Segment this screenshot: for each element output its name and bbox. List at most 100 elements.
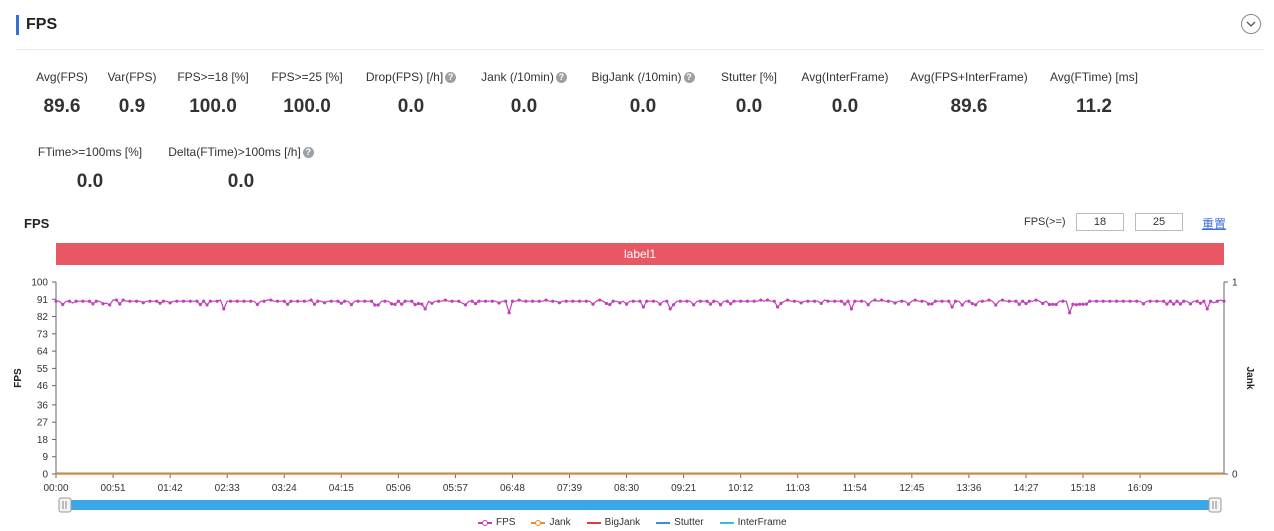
fps-point: [443, 298, 447, 302]
legend-swatch: [656, 521, 671, 524]
zoom-handle-left[interactable]: [58, 497, 72, 513]
metric-value: 89.6: [950, 96, 988, 117]
metric-label-text: Avg(FTime) [ms]: [1049, 70, 1138, 84]
fps-point: [373, 303, 377, 307]
fps-point: [1175, 299, 1179, 303]
fps-point: [967, 299, 971, 303]
fps-point: [692, 303, 696, 307]
fps-point: [420, 302, 424, 306]
fps-point: [349, 303, 353, 307]
fps-point: [289, 299, 293, 303]
fps-point: [91, 302, 95, 306]
metric-label-text: Jank (/10min): [481, 70, 554, 84]
metric-label: Drop(FPS) [/h]?: [366, 70, 457, 84]
threshold-low-input[interactable]: [1076, 213, 1124, 231]
fps-point: [530, 299, 535, 303]
metric-label-text: Var(FPS): [107, 70, 157, 84]
legend-item[interactable]: FPS: [478, 517, 515, 528]
metric-label-text: Stutter [%]: [720, 70, 778, 84]
label-bar[interactable]: label1: [56, 243, 1224, 265]
fps-point: [718, 303, 723, 307]
fps-point: [853, 299, 857, 303]
fps-point: [507, 311, 511, 315]
fps-point: [285, 302, 290, 306]
fps-point: [927, 302, 931, 306]
metric-value: 0.0: [227, 171, 255, 192]
threshold-high-input[interactable]: [1135, 213, 1183, 231]
legend-swatch: [586, 521, 601, 524]
fps-point: [843, 302, 847, 306]
metric-label: Jank (/10min)?: [481, 70, 567, 84]
fps-point: [343, 299, 347, 303]
fps-point: [208, 299, 212, 303]
help-icon[interactable]: ?: [683, 71, 695, 83]
fps-point: [725, 299, 729, 303]
legend-item[interactable]: Stutter: [656, 517, 704, 528]
y2-axis-title: Jank: [1244, 367, 1255, 390]
reset-link[interactable]: 重置: [1202, 217, 1227, 231]
fps-point: [1188, 302, 1193, 306]
legend-item[interactable]: BigJank: [586, 517, 640, 528]
fps-point: [732, 299, 736, 303]
help-icon[interactable]: ?: [555, 71, 567, 83]
metric-metrics_row1-10: Avg(FTime) [ms] 11.2: [1004, 68, 1184, 118]
fps-point: [1068, 311, 1072, 315]
fps-point: [215, 299, 219, 303]
y2-tick-label: 0: [1232, 470, 1238, 481]
x-tick-label: 05:57: [443, 483, 468, 494]
section-accent-bar: [16, 15, 19, 35]
y-axis-title: FPS: [13, 368, 24, 388]
fps-point: [987, 298, 991, 302]
x-tick-label: 09:21: [671, 483, 696, 494]
help-icon[interactable]: ?: [445, 71, 457, 83]
y-tick-label: 36: [37, 400, 49, 411]
fps-point: [155, 299, 159, 303]
fps-point: [400, 302, 404, 306]
y2-tick-label: 1: [1232, 278, 1238, 289]
collapse-button[interactable]: [1241, 14, 1261, 34]
fps-point: [463, 303, 468, 307]
legend-item[interactable]: Jank: [531, 517, 571, 528]
fps-point: [1074, 303, 1078, 307]
legend-swatch: [719, 521, 734, 524]
fps-point: [67, 299, 72, 303]
metric-value: 0.0: [76, 171, 104, 192]
fps-point: [302, 299, 306, 303]
fps-point: [819, 301, 823, 306]
fps-point: [141, 301, 145, 305]
y-tick-label: 82: [37, 312, 49, 323]
fps-point: [752, 299, 756, 303]
zoom-handle-right[interactable]: [1208, 497, 1222, 513]
fps-point: [336, 299, 340, 303]
fps-point: [970, 302, 974, 306]
fps-point: [960, 303, 964, 307]
metric-value: 89.6: [43, 96, 81, 117]
x-tick-label: 11:03: [786, 483, 811, 494]
fps-point: [322, 301, 327, 305]
legend-item[interactable]: InterFrame: [719, 517, 787, 528]
fps-point: [624, 302, 629, 306]
fps-point: [188, 299, 192, 303]
fps-point: [205, 303, 209, 307]
fps-point: [1172, 302, 1176, 306]
fps-point: [195, 299, 199, 303]
fps-point: [1215, 299, 1219, 303]
metric-label-text: Avg(FPS): [36, 70, 88, 84]
fps-point: [168, 301, 172, 305]
fps-point: [765, 298, 770, 302]
fps-point: [222, 307, 226, 311]
fps-point: [118, 302, 122, 306]
metric-metrics_row1-8: Avg(InterFrame) 0.0: [755, 68, 935, 118]
legend-swatch: [531, 519, 546, 526]
chevron-down-icon: [1246, 21, 1256, 27]
fps-point: [1114, 299, 1119, 303]
metric-metrics_row1-1: Var(FPS) 0.9: [42, 68, 222, 118]
fps-point: [571, 299, 575, 303]
y-tick-label: 0: [42, 470, 48, 481]
fps-point: [1222, 299, 1226, 303]
metric-label: BigJank (/10min)?: [591, 70, 695, 84]
fps-point: [776, 305, 780, 309]
help-icon[interactable]: ?: [302, 146, 314, 158]
legend-swatch: [478, 519, 492, 526]
zoom-slider-track: [66, 500, 1214, 510]
